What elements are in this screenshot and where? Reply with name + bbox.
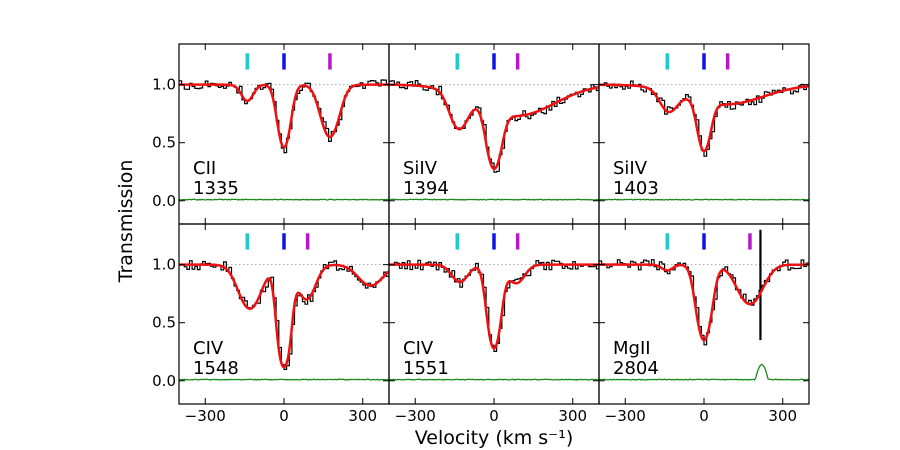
panel-wavelength-label: 1548 bbox=[193, 358, 239, 379]
error-spectrum bbox=[389, 378, 599, 381]
error-spectrum bbox=[599, 198, 809, 201]
panel-ion-label: CII bbox=[193, 158, 216, 179]
y-tick-label: 0.5 bbox=[152, 314, 176, 332]
model-fit bbox=[389, 83, 599, 171]
panel-plot-area bbox=[179, 260, 389, 381]
x-tick-label: 0 bbox=[279, 407, 289, 425]
panel-wavelength-label: 2804 bbox=[613, 358, 659, 379]
panel-plot-area bbox=[389, 80, 599, 201]
y-tick-label: 1.0 bbox=[152, 76, 176, 94]
panel-plot-area bbox=[389, 259, 599, 381]
panel-ion-label: SiIV bbox=[613, 158, 648, 179]
panel-ion-label: SiIV bbox=[403, 158, 438, 179]
x-tick-label: 0 bbox=[699, 407, 709, 425]
data-spectrum bbox=[179, 260, 389, 370]
panel-wavelength-label: 1551 bbox=[403, 358, 449, 379]
panel-wavelength-label: 1335 bbox=[193, 178, 239, 199]
panel-plot-area bbox=[599, 80, 809, 201]
x-axis-title: Velocity (km s⁻¹) bbox=[415, 427, 574, 449]
model-fit bbox=[179, 83, 389, 149]
x-tick-label: 0 bbox=[489, 407, 499, 425]
x-tick-label: 300 bbox=[558, 407, 587, 425]
panel-ion-label: CIV bbox=[193, 338, 224, 359]
error-spectrum bbox=[179, 198, 389, 201]
model-fit bbox=[389, 263, 599, 350]
y-tick-label: 0.0 bbox=[152, 372, 176, 390]
panel-wavelength-label: 1394 bbox=[403, 178, 449, 199]
y-tick-label: 1.0 bbox=[152, 256, 176, 274]
error-spectrum bbox=[179, 378, 389, 381]
data-spectrum bbox=[599, 259, 809, 346]
x-tick-label: −300 bbox=[395, 407, 436, 425]
panel-ion-label: MgII bbox=[613, 338, 651, 359]
y-tick-label: 0.5 bbox=[152, 134, 176, 152]
x-tick-label: 300 bbox=[768, 407, 797, 425]
panel-ion-label: CIV bbox=[403, 338, 434, 359]
panel-plot-area bbox=[599, 229, 809, 381]
panel-plot-area bbox=[179, 79, 389, 201]
model-fit bbox=[599, 83, 809, 153]
error-spectrum bbox=[599, 363, 809, 381]
x-tick-label: 300 bbox=[348, 407, 377, 425]
x-tick-label: −300 bbox=[185, 407, 226, 425]
model-fit bbox=[599, 263, 809, 342]
x-tick-label: −300 bbox=[605, 407, 646, 425]
y-axis-title: Transmission bbox=[115, 160, 137, 284]
error-spectrum bbox=[389, 198, 599, 201]
model-fit bbox=[179, 263, 389, 369]
panel-wavelength-label: 1403 bbox=[613, 178, 659, 199]
data-spectrum bbox=[179, 79, 389, 154]
y-tick-label: 0.0 bbox=[152, 192, 176, 210]
